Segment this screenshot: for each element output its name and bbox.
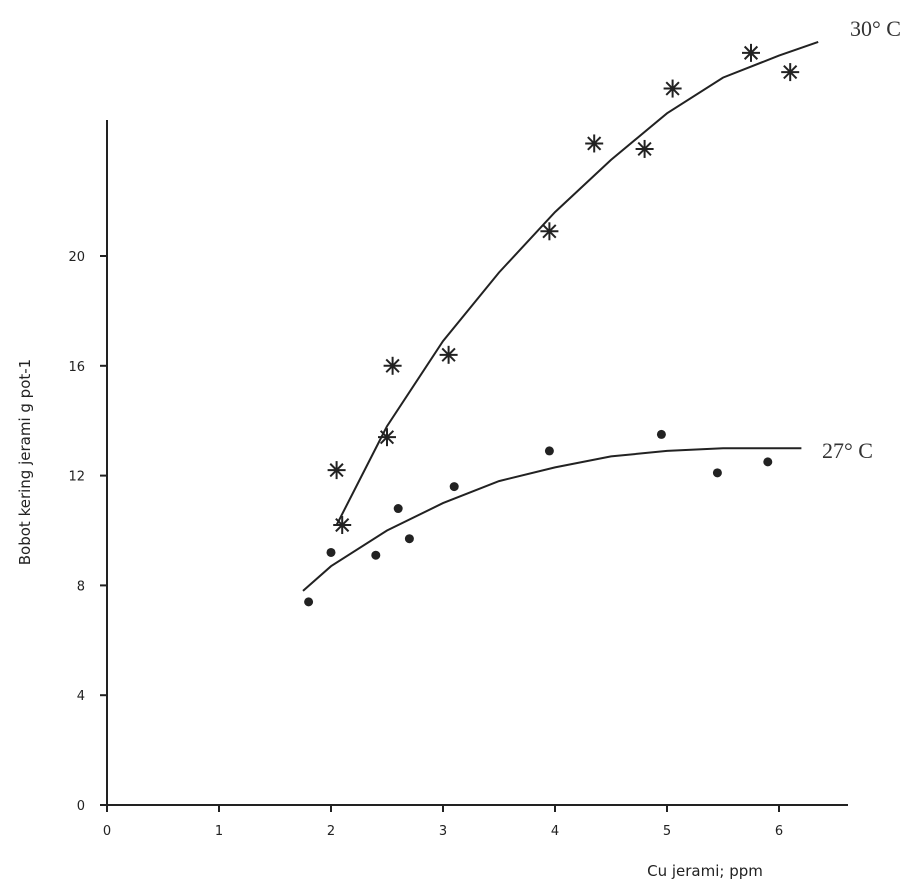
trend-lines (302, 40, 819, 592)
asterisk-point (742, 43, 760, 62)
y-tick-label: 20 (68, 250, 85, 265)
y-tick-label: 8 (77, 579, 85, 594)
dot-point (763, 457, 773, 467)
asterisk-point (781, 63, 800, 82)
y-tick-label: 16 (68, 360, 85, 375)
x-tick-label: 0 (103, 824, 111, 839)
series-label: 30° C (850, 16, 901, 41)
series-label: 27° C (822, 438, 873, 463)
dot-point (544, 446, 554, 456)
asterisk-point (439, 345, 458, 364)
axes (106, 120, 848, 806)
data-points (304, 43, 800, 607)
dot-point (304, 597, 314, 607)
dot-point (656, 429, 666, 439)
asterisk-point (333, 516, 352, 535)
series-labels: 30° C 27° C (822, 16, 901, 463)
x-tick-label: 1 (215, 824, 223, 839)
dot-point (393, 504, 403, 514)
x-tick-label: 4 (551, 824, 559, 839)
x-tick-label: 2 (327, 824, 335, 839)
y-axis-title: Bobot kering jerami g pot-1 (16, 359, 34, 565)
x-tick-label: 6 (775, 824, 783, 839)
asterisk-point (327, 461, 346, 480)
x-axis-title: Cu jerami; ppm (647, 862, 763, 880)
y-ticks: 0 4 8 12 16 20 (68, 250, 107, 814)
asterisk-point (585, 134, 604, 153)
y-tick-label: 0 (77, 799, 85, 814)
asterisk-point (378, 428, 396, 447)
x-ticks: 0 1 2 3 4 5 6 (103, 805, 783, 839)
dot-point (712, 468, 722, 478)
asterisk-point (635, 139, 654, 158)
asterisk-point (383, 356, 402, 375)
x-tick-label: 3 (439, 824, 447, 839)
x-tick-label: 5 (663, 824, 671, 839)
asterisk-point (540, 222, 559, 241)
dot-point (404, 534, 414, 544)
dot-point (326, 547, 336, 557)
dot-point (371, 550, 381, 560)
trend-line-series-2 (302, 447, 802, 592)
y-tick-label: 4 (77, 689, 85, 704)
dot-point (449, 482, 459, 492)
y-tick-label: 12 (68, 470, 85, 485)
trend-line-series-1 (335, 40, 819, 526)
asterisk-point (663, 79, 682, 98)
